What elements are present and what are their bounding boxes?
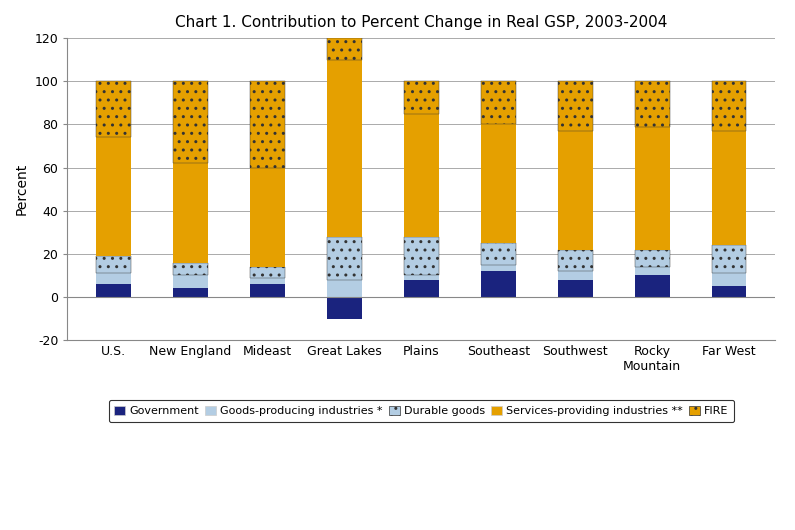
Bar — [327, 237, 362, 280]
Bar — [712, 286, 747, 297]
Bar — [327, 60, 362, 237]
Bar — [635, 250, 669, 267]
Bar — [404, 113, 439, 237]
Bar — [173, 288, 207, 297]
Bar — [635, 267, 669, 276]
Bar — [481, 125, 516, 243]
Bar — [558, 131, 592, 250]
Bar — [558, 280, 592, 297]
Bar — [96, 273, 131, 284]
Bar — [327, 297, 362, 319]
Bar — [712, 273, 747, 286]
Bar — [404, 81, 439, 113]
Bar — [481, 271, 516, 297]
Bar — [558, 271, 592, 280]
Bar — [481, 264, 516, 271]
Bar — [404, 237, 439, 276]
Bar — [96, 137, 131, 256]
Bar — [712, 81, 747, 131]
Bar — [250, 167, 285, 267]
Legend: Government, Goods-producing industries *, Durable goods, Services-providing indu: Government, Goods-producing industries *… — [109, 400, 734, 422]
Bar — [481, 81, 516, 125]
Bar — [404, 280, 439, 297]
Y-axis label: Percent: Percent — [15, 163, 29, 215]
Bar — [712, 245, 747, 273]
Bar — [635, 81, 669, 127]
Bar — [173, 163, 207, 262]
Bar — [250, 278, 285, 284]
Bar — [96, 81, 131, 137]
Bar — [481, 243, 516, 264]
Bar — [712, 131, 747, 245]
Bar — [404, 276, 439, 280]
Bar — [173, 81, 207, 163]
Bar — [173, 262, 207, 276]
Bar — [250, 81, 285, 167]
Bar — [96, 284, 131, 297]
Bar — [173, 276, 207, 288]
Bar — [96, 256, 131, 273]
Bar — [250, 267, 285, 278]
Bar — [558, 250, 592, 271]
Bar — [327, 38, 362, 60]
Title: Chart 1. Contribution to Percent Change in Real GSP, 2003-2004: Chart 1. Contribution to Percent Change … — [175, 15, 668, 30]
Bar — [327, 280, 362, 297]
Bar — [635, 127, 669, 250]
Bar — [558, 81, 592, 131]
Bar — [635, 276, 669, 297]
Bar — [250, 284, 285, 297]
